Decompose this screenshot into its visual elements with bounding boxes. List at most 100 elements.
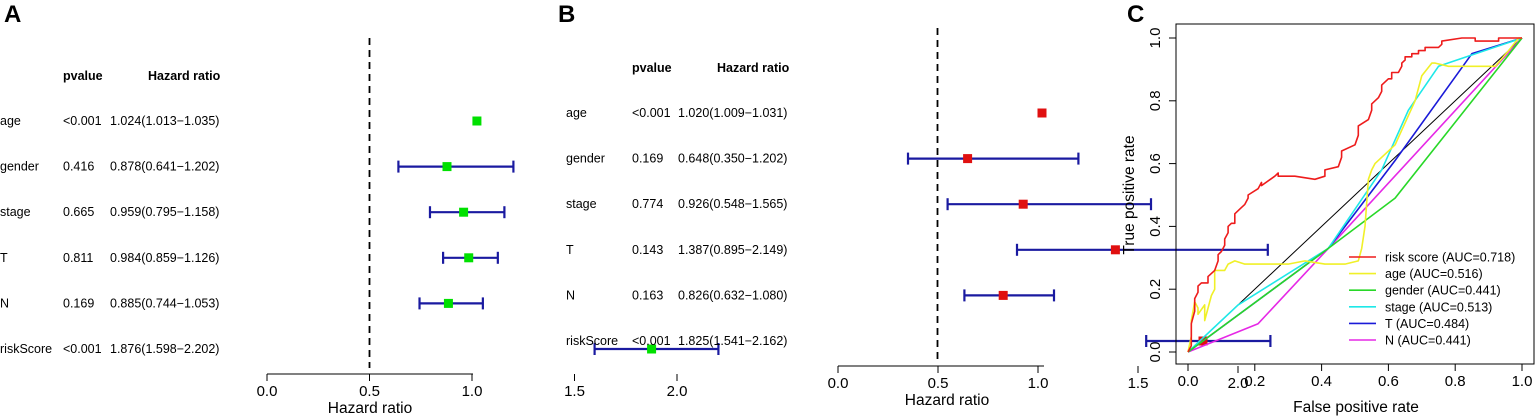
panel-b-x-tick-label-3: 1.5: [1128, 375, 1149, 392]
panel-b-hr-text-n: 0.826(0.632−1.080): [678, 288, 787, 302]
panel-c-x-tick-label-0: 0.0: [1178, 373, 1199, 390]
panel-a-row-label-n: N: [0, 296, 9, 310]
panel-a-pvalue-riskscore: <0.001: [63, 342, 102, 356]
legend-label-stage: stage (AUC=0.513): [1385, 300, 1492, 314]
panel-a-hr-marker-gender: [442, 162, 452, 172]
panel-b-hr-text-age: 1.020(1.009−1.031): [678, 106, 787, 120]
panel-a-pvalue-gender: 0.416: [63, 160, 94, 174]
panel-c-y-tick-label-1: 0.2: [1147, 279, 1164, 300]
roc-line-gender: [1187, 37, 1523, 353]
panel-b-x-tick-label-0: 0.0: [828, 375, 849, 392]
panel-b-rows: age <0.001 1.020(1.009−1.031) gender 0.169 0.…: [566, 106, 787, 348]
panel-b-hr-text-t: 1.387(0.895−2.149): [678, 243, 787, 257]
panel-b-x-tick-label-4: 2.0: [1228, 375, 1249, 392]
panel-a-hr-marker-t: [464, 253, 474, 263]
panel-b: B pvalue Hazard ratio age <0.001 1.020(1.0…: [558, 1, 1272, 409]
legend-label-n: N (AUC=0.441): [1385, 334, 1471, 348]
panel-b-hr-marker-n: [998, 290, 1008, 300]
panel-b-hr-marker-t: [1110, 245, 1120, 255]
panel-a-marks: [397, 116, 720, 355]
panel-c-y-axis-title: True positive rate: [1121, 135, 1138, 254]
panel-a: A pvalue Hazard ratio age <0.001 1.024(1.0…: [0, 1, 720, 417]
panel-a-pvalue-t: 0.811: [63, 251, 93, 265]
panel-c-x-axis-title: False positive rate: [1293, 399, 1419, 416]
panel-a-hr-text-n: 0.885(0.744−1.053): [110, 296, 219, 310]
panel-a-row-label-gender: gender: [0, 160, 39, 174]
panel-b-row-label-n: N: [566, 288, 575, 302]
panel-b-x-tick-label-1: 0.5: [928, 375, 949, 392]
panel-b-pvalue-header: pvalue: [632, 61, 672, 75]
panel-c-x-axis: 0.0 0.2 0.4 0.6 0.8 1.0: [1178, 363, 1532, 390]
legend-label-gender: gender (AUC=0.441): [1385, 284, 1501, 298]
panel-a-hr-text-stage: 0.959(0.795−1.158): [110, 205, 219, 219]
panel-c-y-tick-label-4: 0.8: [1147, 90, 1164, 111]
panel-b-hr-marker-gender: [963, 154, 973, 164]
panel-c-x-tick-label-1: 0.2: [1244, 373, 1265, 390]
panel-c: C 0.0 0.2 0.4 0.6 0.8 1.0 0.00.20.40.60.81.0 …: [1121, 1, 1535, 416]
panel-a-row-label-stage: stage: [0, 205, 31, 219]
panel-a-pvalue-age: <0.001: [63, 114, 102, 128]
panel-a-row-label-t: T: [0, 251, 8, 265]
panel-b-row-label-gender: gender: [566, 152, 605, 166]
panel-c-x-tick-label-2: 0.4: [1311, 373, 1332, 390]
roc-line-stage: [1187, 37, 1523, 353]
panel-b-row-label-riskscore: riskScore: [566, 334, 618, 348]
panel-b-hr-text-stage: 0.926(0.548−1.565): [678, 197, 787, 211]
panel-b-x-axis: 0.0 0.5 1.0 1.5 2.0: [828, 365, 1249, 392]
panel-c-x-tick-label-3: 0.6: [1378, 373, 1399, 390]
panel-b-x-axis-title: Hazard ratio: [905, 392, 989, 409]
panel-b-pvalue-n: 0.163: [632, 288, 663, 302]
panel-a-x-axis-title: Hazard ratio: [328, 400, 412, 417]
panel-b-marks: [906, 108, 1272, 347]
panel-b-label: B: [558, 1, 575, 28]
panel-a-hr-text-gender: 0.878(0.641−1.202): [110, 160, 219, 174]
panel-c-diagonal: [1187, 37, 1523, 353]
panel-b-x-tick-label-2: 1.0: [1028, 375, 1049, 392]
panel-a-hr-text-age: 1.024(1.013−1.035): [110, 114, 219, 128]
panel-a-row-label-riskscore: riskScore: [0, 342, 52, 356]
panel-c-legend: risk score (AUC=0.718) age (AUC=0.516) gen…: [1349, 251, 1515, 348]
panel-a-rows: age <0.001 1.024(1.013−1.035) gender 0.416 0.…: [0, 114, 219, 356]
panel-a-pvalue-stage: 0.665: [63, 205, 94, 219]
panel-b-pvalue-gender: 0.169: [632, 152, 663, 166]
roc-line-risk-score: [1187, 37, 1522, 353]
panel-b-pvalue-stage: 0.774: [632, 197, 663, 211]
panel-a-hr-text-riskscore: 1.876(1.598−2.202): [110, 342, 219, 356]
legend-label-t: T (AUC=0.484): [1385, 317, 1469, 331]
panel-c-x-tick-label-4: 0.8: [1445, 373, 1466, 390]
panel-a-hr-marker-n: [443, 298, 453, 308]
panel-c-roc-lines: [1187, 37, 1523, 353]
panel-b-row-label-t: T: [566, 243, 574, 257]
panel-b-pvalue-age: <0.001: [632, 106, 671, 120]
panel-b-row-label-age: age: [566, 106, 587, 120]
panel-c-label: C: [1127, 1, 1144, 28]
panel-b-row-label-stage: stage: [566, 197, 597, 211]
panel-b-hr-marker-age: [1037, 108, 1047, 118]
panel-c-y-tick-label-3: 0.6: [1147, 153, 1164, 174]
panel-a-x-tick-label-3: 1.5: [564, 383, 585, 400]
panel-c-y-tick-label-0: 0.0: [1147, 342, 1164, 363]
roc-line-age: [1187, 37, 1522, 353]
panel-a-label: A: [4, 1, 21, 28]
panel-a-hr-marker-riskscore: [647, 344, 657, 354]
panel-c-y-axis: 0.0 0.2 0.4 0.6 0.8 1.0: [1147, 28, 1177, 363]
panel-a-row-label-age: age: [0, 114, 21, 128]
panel-a-hr-text-t: 0.984(0.859−1.126): [110, 251, 219, 265]
panel-b-pvalue-riskscore: <0.001: [632, 334, 671, 348]
panel-a-hr-header: Hazard ratio: [148, 69, 221, 83]
panel-a-x-tick-label-4: 2.0: [667, 383, 688, 400]
panel-c-y-tick-label-2: 0.4: [1147, 216, 1164, 237]
panel-a-hr-marker-age: [472, 116, 482, 126]
legend-label-age: age (AUC=0.516): [1385, 267, 1483, 281]
panel-a-x-axis: 0.0 0.5 1.0 1.5 2.0: [257, 373, 688, 400]
panel-b-hr-text-riskscore: 1.825(1.541−2.162): [678, 334, 787, 348]
panel-a-x-tick-label-1: 0.5: [359, 383, 380, 400]
panel-a-x-tick-label-0: 0.0: [257, 383, 278, 400]
panel-a-pvalue-n: 0.169: [63, 296, 94, 310]
panel-b-hr-marker-stage: [1018, 199, 1028, 209]
legend-label-risk-score: risk score (AUC=0.718): [1385, 251, 1515, 265]
panel-b-hr-header: Hazard ratio: [717, 61, 790, 75]
panel-a-x-tick-label-2: 1.0: [462, 383, 483, 400]
panel-c-y-tick-label-5: 1.0: [1147, 28, 1164, 49]
